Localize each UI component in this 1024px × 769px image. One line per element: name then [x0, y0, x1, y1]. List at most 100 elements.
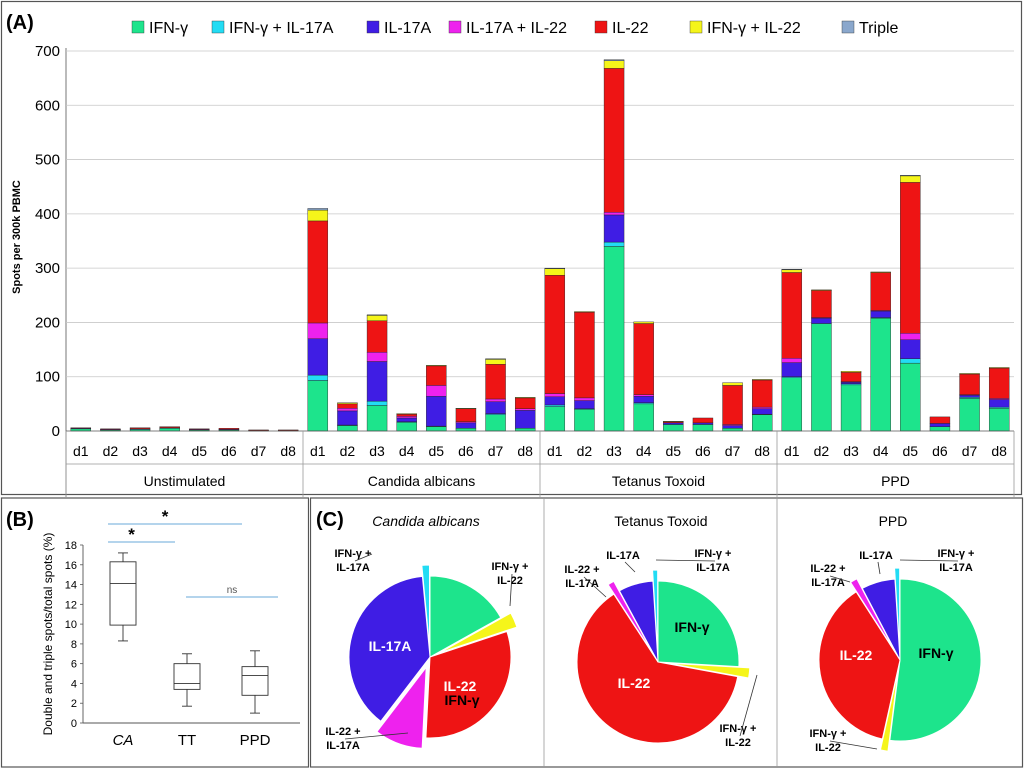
bar-segment-il-22 — [307, 220, 329, 324]
bar-segment-ifn-gamma — [544, 406, 566, 432]
bar-segment-ifn-gamma — [307, 380, 329, 432]
legend-label-ifn-gamma-il-17a: IFN-γ + IL-17A — [229, 20, 334, 37]
bar-segment-ifn-gamma — [811, 323, 832, 432]
bar-segment-il-17a — [485, 401, 506, 414]
x-tick-label: d2 — [340, 443, 356, 459]
bar-segment-ifn-gamma-il-22 — [337, 402, 358, 405]
bar-segment-il-17a-il-22 — [781, 358, 803, 363]
pie-slice-ifn-gamma-il-22 — [879, 670, 899, 752]
x-tick-label: d3 — [843, 443, 859, 459]
box-tt — [173, 663, 201, 690]
bar-segment-ifn-gamma — [159, 428, 180, 432]
box-ppd — [241, 666, 269, 696]
bar-segment-il-17a-il-22 — [900, 333, 921, 340]
pie-label-ifn-gamma: IFN-γ — [675, 619, 710, 635]
pie-leader-line — [739, 674, 758, 737]
pie-label-ifn-gamma-il-17a: IFN-γ + — [938, 548, 975, 560]
panel-b-border — [0, 497, 310, 768]
bar-segment-il-17a — [811, 317, 832, 324]
bar-segment-ifn-gamma — [900, 362, 921, 432]
pie-leader-line — [899, 559, 959, 562]
y-tick-label: 14 — [65, 580, 77, 592]
x-tick-label: PPD — [240, 732, 271, 749]
legend-label-ifn-gamma: IFN-γ — [149, 20, 188, 37]
y-tick-label: 0 — [52, 423, 60, 440]
bar-segment-il-22 — [366, 320, 388, 353]
bar-segment-il-17a-il-22 — [307, 322, 329, 339]
pie-leader-line — [354, 553, 373, 562]
bar-segment-il-17a-il-22 — [633, 394, 654, 397]
pie-label-ifn-gamma-il-17a: IFN-γ + — [335, 548, 372, 560]
bar-segment-ifn-gamma — [692, 424, 714, 432]
y-tick-label: 12 — [65, 599, 77, 611]
panel-c-pie-charts: (C) Candida albicans IFN-γ IFN-γ + IL-22 IL-… — [310, 497, 1024, 768]
bar-segment-ifn-gamma — [366, 405, 388, 432]
bar-segment-il-22 — [988, 367, 1010, 399]
pie-label-il-22-il-17a: IL-22 + — [810, 563, 845, 575]
significance-label: * — [162, 507, 169, 526]
x-tick-label: d3 — [606, 443, 622, 459]
panel-c-label: (C) — [316, 509, 344, 531]
bar-segment-ifn-gamma-il-22 — [544, 268, 566, 276]
bar-segment-il-22 — [544, 275, 566, 394]
bar-segment-il-17a — [337, 410, 358, 426]
group-label: Candida albicans — [368, 473, 475, 489]
bar-segment-ifn-gamma — [959, 398, 980, 432]
bar-segment-il-22 — [574, 311, 595, 399]
panel-b-boxes: CA TT PPD — [109, 552, 271, 749]
panel-a-y-axis-label: Spots per 300k PBMC — [11, 180, 23, 294]
x-tick-label: d1 — [784, 443, 800, 459]
bar-segment-ifn-gamma-il-22 — [485, 359, 506, 365]
x-tick-label: d8 — [754, 443, 770, 459]
pie-label-il-17a: IL-17A — [606, 550, 640, 562]
bar-segment-il-17a — [692, 422, 714, 425]
y-tick-label: 200 — [35, 314, 60, 331]
pie-label-il-17a: IL-17A — [859, 550, 893, 562]
panel-b-significance: * * ns — [108, 507, 278, 598]
bar-segment-ifn-gamma — [840, 384, 862, 432]
bar-segment-ifn-gamma — [396, 422, 417, 432]
bar-segment-il-22 — [248, 429, 269, 431]
bar-segment-il-17a — [929, 423, 951, 427]
pie-slice-ifn-gamma — [889, 578, 982, 742]
bar-segment-il-17a — [663, 422, 684, 425]
pie-slice-il-22 — [818, 591, 901, 740]
pie-leader-line — [829, 575, 851, 583]
bar-segment-il-17a-il-22 — [544, 393, 566, 397]
x-tick-label: d4 — [399, 443, 415, 459]
pie-leader-line — [583, 576, 607, 598]
bar-segment-il-22 — [692, 417, 714, 424]
pie-slice-ifn-gamma-il-22 — [668, 662, 751, 679]
pie-label-il-22-il-17a: IL-17A — [565, 578, 599, 590]
pie-slice-ifn-gamma-il-17a — [894, 567, 901, 650]
bar-segment-il-22 — [900, 182, 921, 334]
bar-segment-il-17a — [603, 214, 625, 243]
y-tick-label: 400 — [35, 206, 60, 223]
pie-leader-line — [509, 573, 513, 607]
legend-swatch-il-22 — [594, 20, 608, 34]
bar-segment-ifn-gamma-il-22 — [307, 209, 329, 222]
pie-label-ifn-gamma-il-22: IL-22 — [815, 742, 841, 754]
bar-segment-il-17a-il-22 — [751, 406, 773, 409]
bar-segment-il-22 — [722, 385, 743, 425]
pie-label-ifn-gamma-il-17a: IL-17A — [939, 562, 973, 574]
pie-label-il-22: IL-22 — [444, 678, 477, 694]
x-tick-label: d6 — [221, 443, 237, 459]
bar-segment-triple — [485, 358, 506, 360]
legend-swatch-il-17a-il-22 — [448, 20, 462, 34]
bar-segment-ifn-gamma — [633, 403, 654, 432]
bar-segment-ifn-gamma-il-22 — [603, 60, 625, 69]
x-tick-label: d2 — [103, 443, 119, 459]
x-tick-label: d7 — [962, 443, 978, 459]
bar-segment-ifn-gamma-il-22 — [722, 382, 743, 386]
bar-segment-il-22 — [189, 428, 210, 430]
bar-segment-ifn-gamma — [426, 426, 447, 432]
group-label: PPD — [881, 473, 910, 489]
x-tick-label: d3 — [132, 443, 148, 459]
bar-segment-il-17a — [751, 408, 773, 415]
x-tick-label: d5 — [903, 443, 919, 459]
bar-segment-ifn-gamma-il-22 — [396, 413, 417, 415]
box-ca — [109, 561, 137, 626]
bar-segment-il-22 — [811, 290, 832, 318]
bar-segment-il-17a — [900, 339, 921, 359]
